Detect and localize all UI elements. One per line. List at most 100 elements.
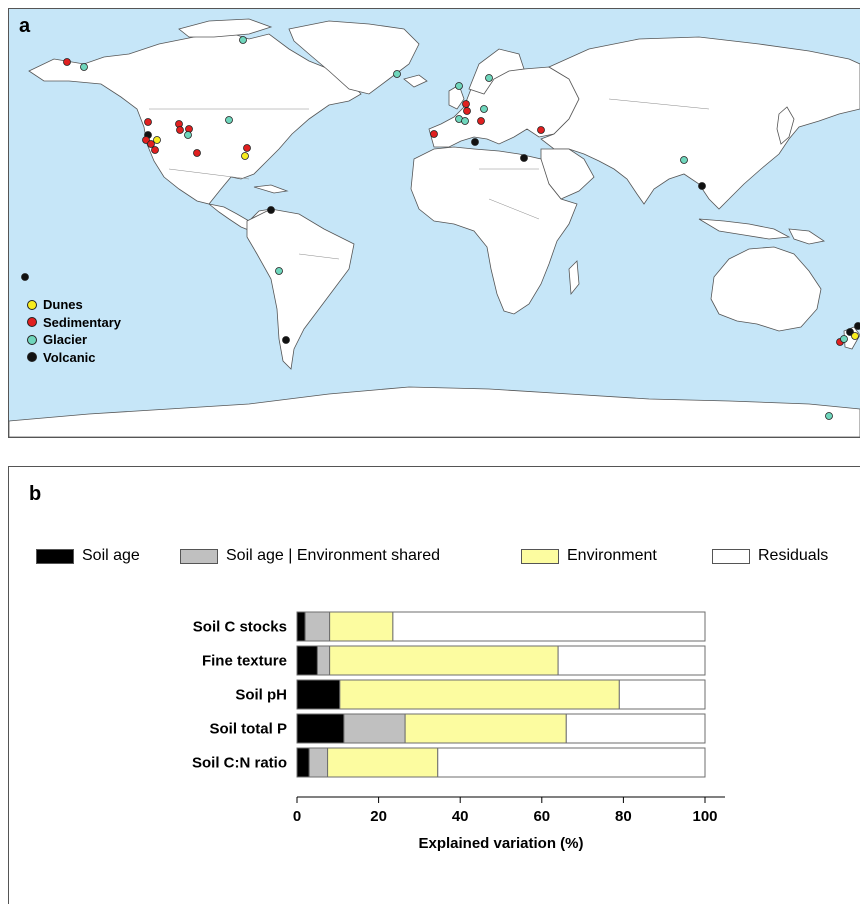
site-glacier bbox=[225, 116, 233, 124]
bar-segment bbox=[329, 611, 394, 642]
site-sedimentary bbox=[144, 118, 152, 126]
map-panel: a Dunes Sedimentary Glacier Volcanic bbox=[8, 8, 860, 438]
site-volcanic bbox=[267, 206, 275, 214]
bar-segment bbox=[296, 679, 341, 710]
land-madagascar bbox=[568, 260, 580, 296]
legend-label: Soil age bbox=[82, 547, 140, 564]
site-glacier bbox=[239, 36, 247, 44]
bar-segment bbox=[339, 679, 620, 710]
x-tick-label: 20 bbox=[370, 808, 387, 825]
bar-segment bbox=[329, 645, 559, 676]
land-south-america bbox=[246, 208, 355, 370]
site-glacier bbox=[275, 267, 283, 275]
bar-segment bbox=[343, 713, 406, 744]
land-new-guinea bbox=[788, 228, 826, 245]
site-sedimentary bbox=[537, 126, 545, 134]
site-volcanic bbox=[471, 138, 479, 146]
land-scandinavia bbox=[468, 48, 525, 95]
soil-age-swatch-icon bbox=[36, 548, 74, 564]
land-greenland bbox=[288, 20, 420, 95]
site-glacier bbox=[680, 156, 688, 164]
site-sedimentary bbox=[477, 117, 485, 125]
bar-segment bbox=[392, 611, 706, 642]
site-sedimentary bbox=[463, 107, 471, 115]
land-australia bbox=[710, 246, 822, 332]
legend-item-shared: Soil age | Environment shared bbox=[180, 547, 440, 565]
land-cuba bbox=[253, 184, 289, 194]
land-japan bbox=[776, 106, 795, 145]
glacier-marker-icon bbox=[27, 334, 37, 345]
site-markers bbox=[21, 36, 860, 420]
land-arctic-islands bbox=[178, 18, 273, 38]
bar-segment bbox=[296, 713, 345, 744]
site-sedimentary bbox=[151, 146, 159, 154]
x-tick-label: 60 bbox=[533, 808, 550, 825]
category-label: Soil C:N ratio bbox=[192, 755, 287, 772]
site-sedimentary bbox=[462, 100, 470, 108]
legend-item-sedimentary: Sedimentary bbox=[27, 314, 121, 332]
site-glacier bbox=[461, 117, 469, 125]
map-legend: Dunes Sedimentary Glacier Volcanic bbox=[27, 296, 121, 366]
site-sedimentary bbox=[193, 149, 201, 157]
land-antarctica bbox=[9, 386, 860, 437]
land-indonesia bbox=[698, 218, 791, 240]
legend-label: Volcanic bbox=[43, 349, 96, 365]
category-label: Soil pH bbox=[235, 687, 287, 704]
bar-segment bbox=[618, 679, 706, 710]
legend-label: Dunes bbox=[43, 297, 83, 313]
site-glacier bbox=[480, 105, 488, 113]
bar-legend: Soil age Soil age | Environment shared E… bbox=[36, 547, 846, 567]
bar-segment bbox=[437, 747, 706, 778]
land-iceland bbox=[403, 74, 428, 88]
legend-item-residuals: Residuals bbox=[712, 547, 828, 565]
legend-label: Residuals bbox=[758, 547, 829, 564]
legend-label: Sedimentary bbox=[43, 314, 122, 330]
bar-chart-panel: b Soil age Soil age | Environment shared… bbox=[8, 466, 860, 904]
site-volcanic bbox=[21, 273, 29, 281]
legend-label: Soil age | Environment shared bbox=[226, 547, 441, 564]
category-label: Soil C stocks bbox=[193, 619, 287, 636]
bar-segment bbox=[565, 713, 706, 744]
volcanic-marker-icon bbox=[27, 352, 37, 363]
category-label: Soil total P bbox=[209, 721, 287, 738]
x-tick-label: 80 bbox=[615, 808, 632, 825]
site-glacier bbox=[80, 63, 88, 71]
land-north-america bbox=[28, 30, 362, 205]
panel-b-letter: b bbox=[29, 483, 42, 505]
legend-label: Environment bbox=[567, 547, 657, 564]
site-glacier bbox=[825, 412, 833, 420]
site-volcanic bbox=[282, 336, 290, 344]
site-sedimentary bbox=[142, 136, 150, 144]
site-sedimentary bbox=[147, 140, 155, 148]
world-map bbox=[9, 18, 860, 437]
bar-segment bbox=[557, 645, 706, 676]
x-tick-label: 40 bbox=[452, 808, 469, 825]
legend-item-soil-age: Soil age bbox=[36, 547, 140, 565]
category-label: Fine texture bbox=[202, 653, 287, 670]
x-axis-label: Explained variation (%) bbox=[418, 835, 583, 852]
site-glacier bbox=[393, 70, 401, 78]
legend-item-volcanic: Volcanic bbox=[27, 349, 121, 367]
site-glacier bbox=[184, 131, 192, 139]
bar-segment bbox=[404, 713, 567, 744]
site-sedimentary bbox=[63, 58, 71, 66]
site-volcanic bbox=[846, 328, 854, 336]
bar-segment bbox=[316, 645, 331, 676]
land-africa bbox=[410, 146, 578, 315]
dunes-marker-icon bbox=[27, 299, 37, 310]
legend-label: Glacier bbox=[43, 332, 88, 348]
site-volcanic bbox=[698, 182, 706, 190]
legend-item-dunes: Dunes bbox=[27, 296, 121, 314]
panel-a-letter: a bbox=[19, 15, 31, 37]
bar-segment bbox=[327, 747, 439, 778]
site-volcanic bbox=[520, 154, 528, 162]
stacked-bar-chart: Soil C stocks Fine texture Soil pH Soil tot… bbox=[192, 611, 725, 852]
x-tick-label: 0 bbox=[293, 808, 301, 825]
country-borders bbox=[149, 98, 710, 260]
site-sedimentary bbox=[243, 144, 251, 152]
bar-segment bbox=[304, 611, 331, 642]
site-glacier bbox=[455, 82, 463, 90]
shared-swatch-icon bbox=[180, 548, 218, 564]
sedimentary-marker-icon bbox=[27, 317, 37, 328]
site-dunes bbox=[241, 152, 249, 160]
